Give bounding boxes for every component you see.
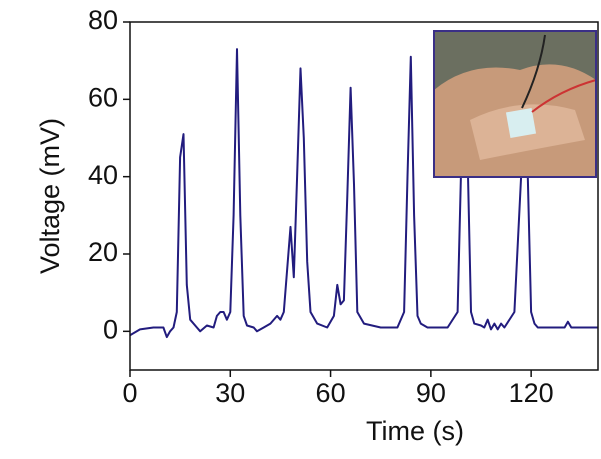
y-tick-label: 40 (88, 160, 118, 190)
y-tick-label: 60 (88, 82, 118, 112)
data-line (129, 40, 598, 339)
x-tick-label: 60 (316, 378, 346, 408)
x-tick-label: 0 (122, 378, 137, 408)
inset-frame (433, 30, 597, 178)
x-axis-label: Time (s) (366, 416, 464, 446)
x-tick-label: 30 (215, 378, 245, 408)
y-axis-label: Voltage (mV) (35, 118, 65, 274)
inset-sensor (505, 107, 537, 139)
inset-photo (433, 30, 597, 178)
plot-frame (129, 21, 599, 371)
inset-wire-black (521, 34, 546, 109)
y-tick-label: 0 (103, 314, 118, 344)
inset-wire-red (531, 79, 597, 113)
y-tick-label: 20 (88, 237, 118, 267)
y-tick-label: 80 (88, 5, 118, 35)
x-tick-label: 120 (509, 378, 554, 408)
x-tick-label: 90 (416, 378, 446, 408)
